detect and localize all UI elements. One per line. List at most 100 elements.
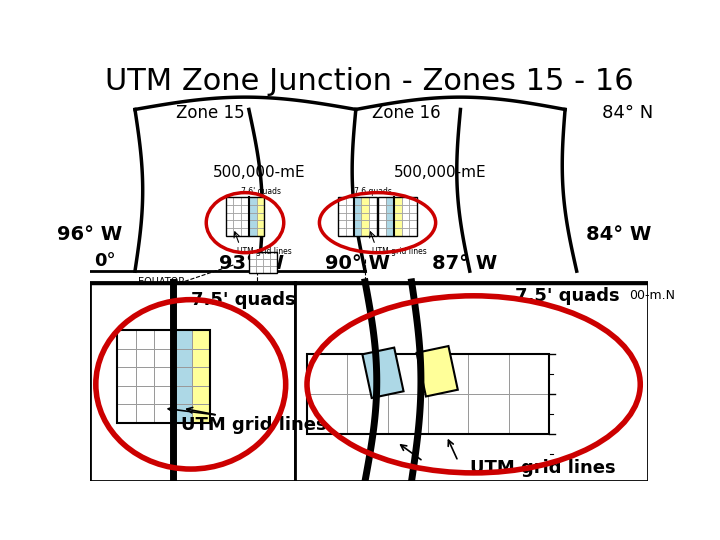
Bar [241, 213, 249, 220]
Bar [233, 205, 241, 213]
Bar [173, 330, 192, 349]
Text: 87° W: 87° W [432, 254, 497, 273]
Bar [263, 259, 270, 266]
Bar [346, 228, 354, 236]
Bar [249, 220, 256, 228]
Bar [117, 330, 136, 349]
Bar [173, 349, 192, 367]
Bar [347, 354, 387, 394]
Bar [249, 197, 256, 205]
Bar [256, 205, 264, 213]
Bar [409, 228, 417, 236]
Bar [346, 220, 354, 228]
Bar [225, 213, 233, 220]
Bar [154, 386, 173, 404]
Text: UTM grid lines: UTM grid lines [372, 247, 427, 255]
Bar [428, 354, 468, 394]
Bar [249, 266, 256, 273]
Bar [225, 197, 233, 205]
Bar [387, 394, 428, 434]
Text: 90° W: 90° W [325, 254, 390, 273]
Bar [154, 330, 173, 349]
Bar [394, 228, 402, 236]
Bar [154, 367, 173, 386]
Bar [378, 213, 386, 220]
Text: 0°: 0° [94, 252, 115, 269]
Bar [378, 205, 386, 213]
Text: 500,000-mE: 500,000-mE [394, 165, 487, 180]
Bar [402, 205, 409, 213]
Bar [361, 197, 369, 205]
Bar [192, 349, 210, 367]
Bar [307, 354, 549, 434]
Bar [136, 330, 154, 349]
Bar [468, 354, 508, 394]
Bar [394, 197, 402, 205]
Bar [386, 205, 394, 213]
Bar [249, 252, 276, 273]
Text: 93° W: 93° W [219, 254, 284, 273]
Bar [338, 205, 346, 213]
Bar [347, 394, 387, 434]
Bar [361, 205, 369, 213]
Bar [386, 197, 394, 205]
Text: 84° W: 84° W [586, 225, 652, 244]
Bar [117, 386, 136, 404]
Bar [508, 354, 549, 394]
Bar [270, 266, 276, 273]
Bar [241, 205, 249, 213]
Bar [136, 404, 154, 423]
Bar [338, 220, 346, 228]
Bar [270, 252, 276, 259]
Bar [136, 349, 154, 367]
Bar [225, 197, 264, 236]
Text: Zone 15: Zone 15 [176, 104, 244, 122]
Bar [378, 197, 386, 205]
Bar [241, 220, 249, 228]
Bar [256, 197, 264, 205]
Bar [249, 205, 256, 213]
Bar [346, 213, 354, 220]
Text: 7.5' quads: 7.5' quads [191, 291, 295, 309]
Text: 7.6' quads: 7.6' quads [241, 187, 281, 195]
Bar [241, 197, 249, 205]
Bar [256, 252, 263, 259]
Bar [369, 213, 377, 220]
Bar [361, 228, 369, 236]
Bar [263, 252, 270, 259]
Bar [256, 228, 264, 236]
Bar [369, 220, 377, 228]
Bar [387, 354, 428, 394]
Bar [225, 228, 233, 236]
Bar [402, 220, 409, 228]
Bar [154, 404, 173, 423]
Bar [409, 197, 417, 205]
Bar [225, 220, 233, 228]
Text: 96° W: 96° W [58, 225, 122, 244]
Bar [192, 330, 210, 349]
Bar [270, 259, 276, 266]
Bar [154, 349, 173, 367]
Bar [233, 228, 241, 236]
Bar [338, 228, 346, 236]
Bar [354, 228, 361, 236]
Bar [409, 213, 417, 220]
Bar [136, 367, 154, 386]
Bar [428, 394, 468, 434]
Bar [338, 213, 346, 220]
Bar [354, 213, 361, 220]
Bar [233, 197, 241, 205]
Text: EQUATOR: EQUATOR [138, 278, 185, 287]
Text: Zone 16: Zone 16 [372, 104, 441, 122]
Bar [378, 228, 386, 236]
Bar [394, 205, 402, 213]
Bar [409, 220, 417, 228]
Bar [117, 404, 136, 423]
Bar [233, 220, 241, 228]
Bar [173, 386, 192, 404]
Bar [369, 197, 377, 205]
Bar [136, 386, 154, 404]
Bar [256, 213, 264, 220]
Bar [361, 213, 369, 220]
Text: 500,000-mE: 500,000-mE [212, 165, 305, 180]
